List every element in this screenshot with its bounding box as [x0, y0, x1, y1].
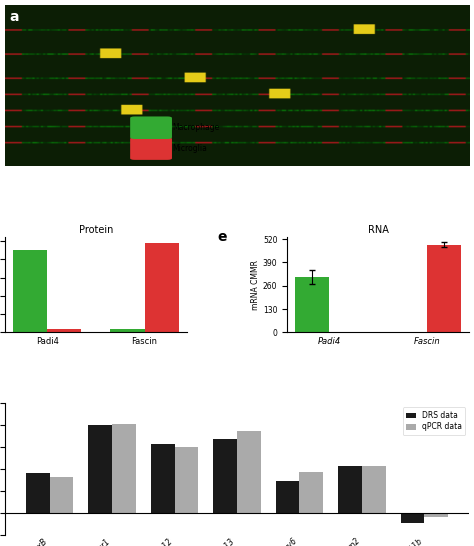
Bar	[300, 472, 323, 513]
Bar	[427, 245, 461, 333]
Bar	[338, 466, 362, 513]
Bar	[174, 447, 198, 513]
Bar	[26, 473, 50, 513]
Bar	[424, 513, 448, 517]
Bar	[401, 513, 424, 523]
Text: e: e	[218, 230, 228, 244]
Title: RNA: RNA	[368, 225, 389, 235]
Bar	[50, 477, 73, 513]
Text: Microglia: Microglia	[172, 144, 207, 153]
Bar	[145, 243, 179, 333]
Bar	[88, 425, 112, 513]
Y-axis label: mRNA CMMR: mRNA CMMR	[251, 260, 260, 310]
Bar	[329, 331, 364, 333]
Bar	[13, 250, 47, 333]
Bar	[47, 329, 81, 333]
FancyBboxPatch shape	[130, 138, 172, 160]
Bar	[362, 466, 386, 513]
Bar	[393, 331, 427, 333]
Legend: DRS data, qPCR data: DRS data, qPCR data	[402, 407, 465, 435]
Bar	[276, 481, 300, 513]
Bar	[213, 438, 237, 513]
Text: a: a	[9, 10, 19, 24]
Bar	[151, 444, 174, 513]
Bar	[295, 277, 329, 333]
Text: Macrophage: Macrophage	[172, 123, 219, 132]
Bar	[112, 424, 136, 513]
Bar	[237, 431, 261, 513]
FancyBboxPatch shape	[130, 116, 172, 139]
Title: Protein: Protein	[79, 225, 113, 235]
Bar	[110, 329, 145, 333]
